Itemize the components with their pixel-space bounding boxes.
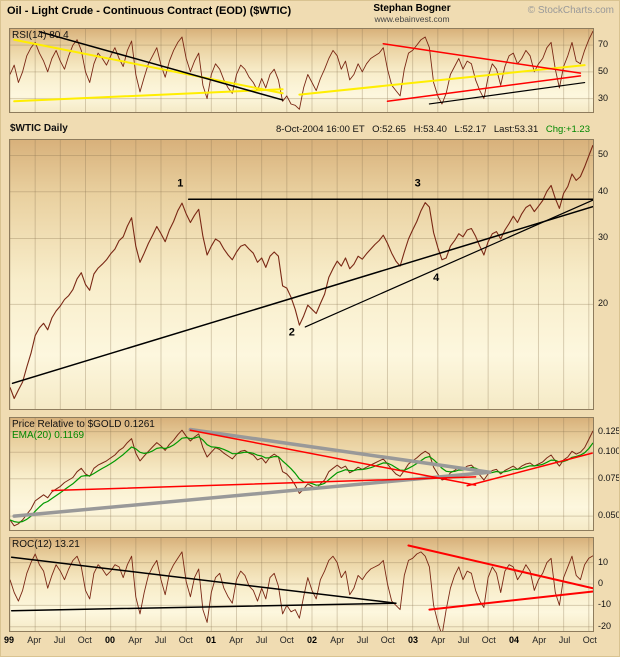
- rsi-plot-area: [10, 29, 593, 112]
- rsi-label: RSI(14) 80.4: [12, 30, 69, 41]
- quote-date: 8-Oct-2004 16:00 ET: [275, 124, 365, 135]
- trend-line: [11, 205, 593, 385]
- x-axis: 99 Apr Jul Oct 00 Apr Jul Oct 01 Apr Jul Oct 02 Apr Ju…: [4, 635, 597, 649]
- copyright-label: © StockCharts.com: [527, 5, 614, 16]
- trend-line: [304, 199, 593, 328]
- x-tick-label: 02: [307, 635, 318, 645]
- rsi-panel: [9, 28, 594, 113]
- roc-y-tick-label: -10: [598, 599, 612, 610]
- trend-line: [189, 429, 477, 486]
- x-tick-label: Jul: [154, 635, 167, 645]
- x-tick-label: Apr: [128, 635, 143, 645]
- x-tick-label: Oct: [77, 635, 92, 645]
- price-y-tick-label: 30: [598, 232, 609, 243]
- x-tick-label: Jul: [558, 635, 571, 645]
- point-label: 1: [177, 178, 183, 190]
- x-tick-label: Apr: [431, 635, 446, 645]
- pr-y-tick-label: 0.100: [598, 446, 620, 457]
- rsi-y-tick-label: 70: [598, 39, 609, 50]
- price-y-tick-label: 40: [598, 185, 609, 196]
- roc-plot-area: [10, 538, 593, 631]
- point-label: 4: [433, 272, 440, 284]
- price-panel: 1 2 3 4: [9, 139, 594, 410]
- quote-row: 8-Oct-2004 16:00 ET O:52.65 H:53.40 L:52…: [271, 124, 590, 135]
- price-plot-area: 1 2 3 4: [10, 140, 593, 409]
- trend-line: [38, 30, 284, 101]
- series-RSI(14): [10, 30, 593, 110]
- roc-y-tick-label: -20: [598, 620, 612, 631]
- price-y-axis: 50 40 30 20: [598, 139, 619, 410]
- trend-line: [10, 556, 397, 604]
- x-tick-label: Apr: [330, 635, 345, 645]
- author-name: Stephan Bogner: [373, 3, 451, 14]
- trend-line: [298, 64, 586, 96]
- price-relative-panel: [9, 417, 594, 531]
- x-tick-label: Jul: [457, 635, 470, 645]
- pr-y-tick-label: 0.050: [598, 510, 620, 521]
- x-tick-label: Oct: [481, 635, 496, 645]
- x-tick-label: Apr: [27, 635, 42, 645]
- rsi-y-axis: 70 50 30: [598, 28, 619, 113]
- price-relative-label: Price Relative to $GOLD 0.1261: [12, 419, 155, 430]
- series-EMA(20): [10, 436, 593, 523]
- x-tick-label: Oct: [178, 635, 193, 645]
- x-tick-label: Oct: [279, 635, 294, 645]
- chart-title: Oil - Light Crude - Continuous Contract …: [7, 5, 292, 17]
- series-ROC(12): [10, 551, 593, 631]
- point-label: 3: [415, 178, 421, 190]
- trend-line: [188, 427, 492, 474]
- roc-y-tick-label: 0: [598, 577, 604, 588]
- pr-y-tick-label: 0.125: [598, 425, 620, 436]
- roc-y-tick-label: 10: [598, 556, 609, 567]
- roc-label: ROC(12) 13.21: [12, 539, 80, 550]
- x-tick-label: 99: [3, 635, 15, 645]
- ema-label: EMA(20) 0.1169: [12, 430, 85, 441]
- pr-y-tick-label: 0.075: [598, 472, 620, 483]
- x-tick-label: Oct: [380, 635, 395, 645]
- trend-line: [51, 476, 477, 492]
- point-label: 2: [289, 327, 295, 339]
- roc-y-axis: 10 0 -10 -20: [598, 537, 619, 632]
- trend-line: [428, 81, 586, 105]
- rsi-y-tick-label: 50: [598, 65, 609, 76]
- trend-line: [407, 544, 593, 590]
- author-website: www.ebainvest.com: [374, 14, 450, 24]
- trend-line: [10, 602, 397, 612]
- trend-line: [13, 38, 284, 95]
- pr-plot-area: [10, 418, 593, 530]
- trend-line: [382, 42, 582, 74]
- x-tick-label: Jul: [53, 635, 66, 645]
- trend-line: [13, 88, 284, 103]
- series-$WTIC: [10, 144, 593, 400]
- x-tick-label: Apr: [229, 635, 244, 645]
- trend-line: [428, 590, 593, 611]
- x-tick-label: Oct: [582, 635, 597, 645]
- trend-line: [466, 452, 593, 487]
- rsi-y-tick-label: 30: [598, 92, 609, 103]
- quote-open: O:52.65: [372, 124, 406, 135]
- quote-high: H:53.40: [413, 124, 447, 135]
- x-tick-label: Jul: [356, 635, 369, 645]
- x-tick-label: 01: [205, 635, 217, 645]
- x-tick-label: Jul: [255, 635, 268, 645]
- quote-last: Last:53.31: [493, 124, 539, 135]
- x-tick-label: Apr: [532, 635, 547, 645]
- x-tick-label: 04: [509, 635, 520, 645]
- quote-change: Chg:+1.23: [545, 124, 590, 135]
- price-y-tick-label: 20: [598, 298, 609, 309]
- price-relative-y-axis: 0.125 0.100 0.075 0.050: [598, 417, 620, 531]
- trend-line: [386, 75, 582, 103]
- price-y-tick-label: 50: [598, 149, 609, 160]
- quote-low: L:52.17: [454, 124, 487, 135]
- roc-panel: [9, 537, 594, 632]
- x-tick-label: 03: [408, 635, 419, 645]
- header-center: Stephan Bogner www.ebainvest.com: [337, 3, 487, 24]
- symbol-label: $WTIC Daily: [10, 123, 68, 134]
- x-tick-label: 00: [104, 635, 116, 645]
